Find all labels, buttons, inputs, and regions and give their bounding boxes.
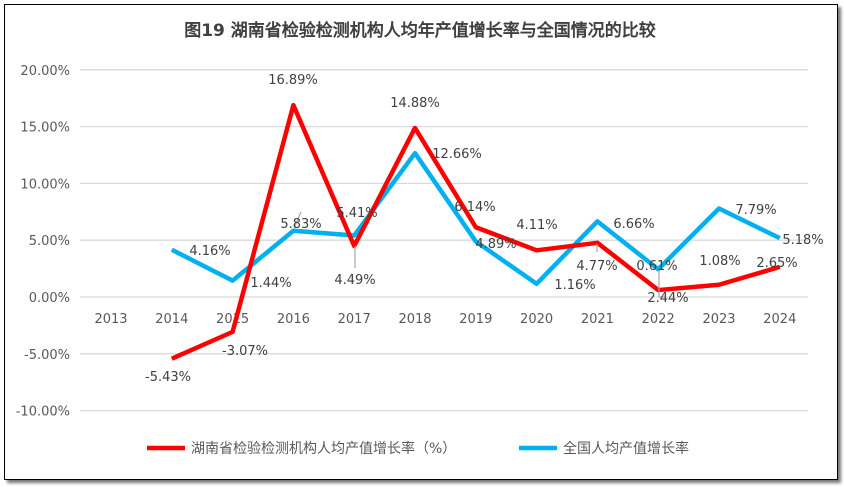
data-label: 2.44% xyxy=(647,291,688,306)
x-tick-label: 2023 xyxy=(702,312,735,327)
x-tick-label: 2017 xyxy=(338,312,371,327)
data-label: 14.88% xyxy=(390,96,440,111)
data-label: 5.41% xyxy=(336,206,377,221)
y-tick-label: 10.00% xyxy=(20,177,70,192)
data-label: 5.83% xyxy=(280,217,321,232)
x-tick-label: 2015 xyxy=(216,312,249,327)
data-label: 7.79% xyxy=(735,203,776,218)
data-label: 5.18% xyxy=(782,233,823,248)
x-tick-label: 2024 xyxy=(763,312,796,327)
y-tick-label: 20.00% xyxy=(20,64,70,79)
data-label: 2.65% xyxy=(756,256,797,271)
data-label: 6.66% xyxy=(613,217,654,232)
data-label: 4.49% xyxy=(334,273,375,288)
y-tick-label: 5.00% xyxy=(29,234,70,249)
x-tick-label: 2020 xyxy=(520,312,553,327)
leader-line xyxy=(293,211,302,229)
x-tick-label: 2018 xyxy=(398,312,431,327)
series-line-0 xyxy=(170,102,781,361)
x-tick-label: 2019 xyxy=(459,312,492,327)
data-label: 1.08% xyxy=(699,254,740,269)
x-tick-label: 2016 xyxy=(277,312,310,327)
data-label: 1.44% xyxy=(250,276,291,291)
data-label: 4.11% xyxy=(516,218,557,233)
x-tick-label: 2022 xyxy=(642,312,675,327)
chart-frame xyxy=(4,4,838,480)
x-tick-label: 2014 xyxy=(155,312,188,327)
legend-label: 湖南省检验检测机构人均产值增长率（%） xyxy=(191,440,456,457)
data-label: -3.07% xyxy=(222,344,268,359)
data-label: 0.61% xyxy=(636,259,677,274)
data-label: -5.43% xyxy=(145,370,191,385)
data-label: 6.14% xyxy=(454,200,495,215)
data-label: 4.77% xyxy=(576,259,617,274)
data-label: 4.89% xyxy=(475,237,516,252)
y-tick-label: -10.00% xyxy=(16,405,70,420)
x-tick-label: 2013 xyxy=(94,312,127,327)
legend-label: 全国人均产值增长率 xyxy=(563,440,689,457)
data-label: 4.16% xyxy=(189,244,230,259)
chart-title: 图19 湖南省检验检测机构人均年产值增长率与全国情况的比较 xyxy=(184,20,656,41)
x-tick-label: 2021 xyxy=(581,312,614,327)
y-tick-label: 0.00% xyxy=(29,291,70,306)
data-label: 12.66% xyxy=(432,147,482,162)
data-label: 16.89% xyxy=(268,73,318,88)
y-tick-label: -5.00% xyxy=(24,348,70,363)
series-line-1 xyxy=(170,150,781,287)
y-tick-label: 15.00% xyxy=(20,121,70,136)
data-label: 1.16% xyxy=(554,278,595,293)
